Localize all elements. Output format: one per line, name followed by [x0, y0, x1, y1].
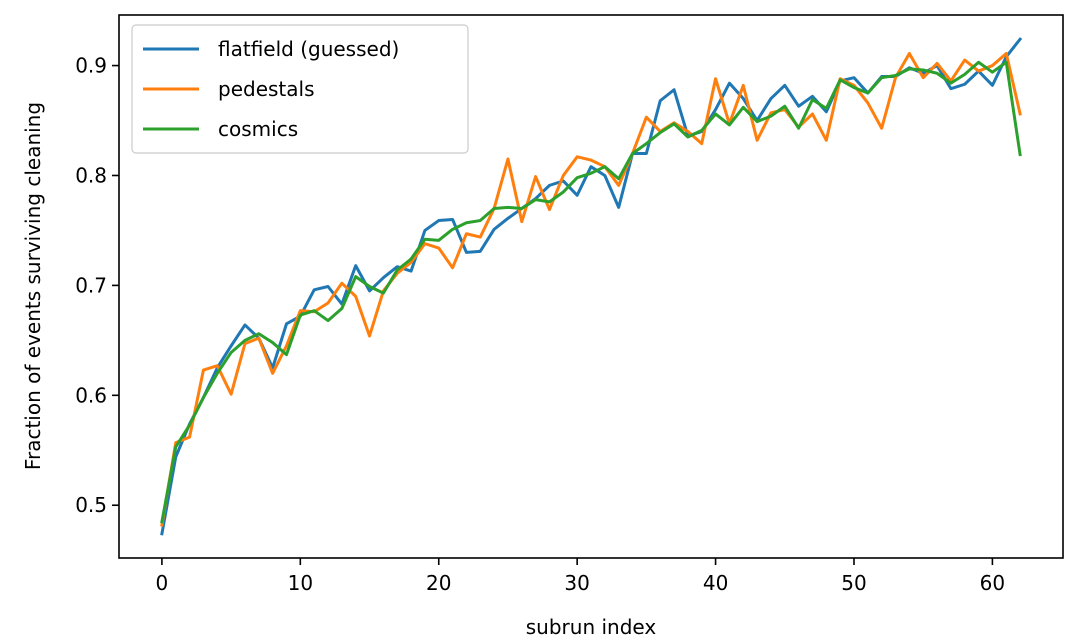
y-axis: 0.5 0.6 0.7 0.8 0.9: [75, 54, 119, 517]
x-tick-label: 10: [288, 571, 313, 595]
y-tick-label: 0.5: [75, 493, 107, 517]
y-tick-label: 0.9: [75, 54, 107, 78]
series-layer: [160, 37, 1023, 536]
legend-label-flatfield: flatfield (guessed): [218, 37, 399, 61]
series-line-cosmics: [160, 60, 1022, 524]
y-tick-label: 0.7: [75, 273, 107, 297]
x-tick-label: 20: [426, 571, 451, 595]
x-axis: 0 10 20 30 40 50 60: [156, 558, 1005, 595]
legend-label-pedestals: pedestals: [218, 77, 315, 101]
x-axis-label: subrun index: [526, 615, 657, 639]
series-line-pedestals: [160, 51, 1022, 527]
x-tick-label: 0: [156, 571, 169, 595]
x-tick-label: 50: [841, 571, 866, 595]
x-tick-label: 30: [564, 571, 589, 595]
legend-box: [131, 24, 469, 154]
y-tick-label: 0.8: [75, 163, 107, 187]
legend: flatfield (guessed) pedestals cosmics: [131, 24, 469, 154]
y-tick-label: 0.6: [75, 383, 107, 407]
plot-frame: [118, 14, 1064, 559]
x-tick-label: 60: [980, 571, 1005, 595]
x-tick-label: 40: [703, 571, 728, 595]
legend-label-cosmics: cosmics: [218, 117, 298, 141]
y-axis-label: Fraction of events surviving cleaning: [21, 102, 45, 470]
